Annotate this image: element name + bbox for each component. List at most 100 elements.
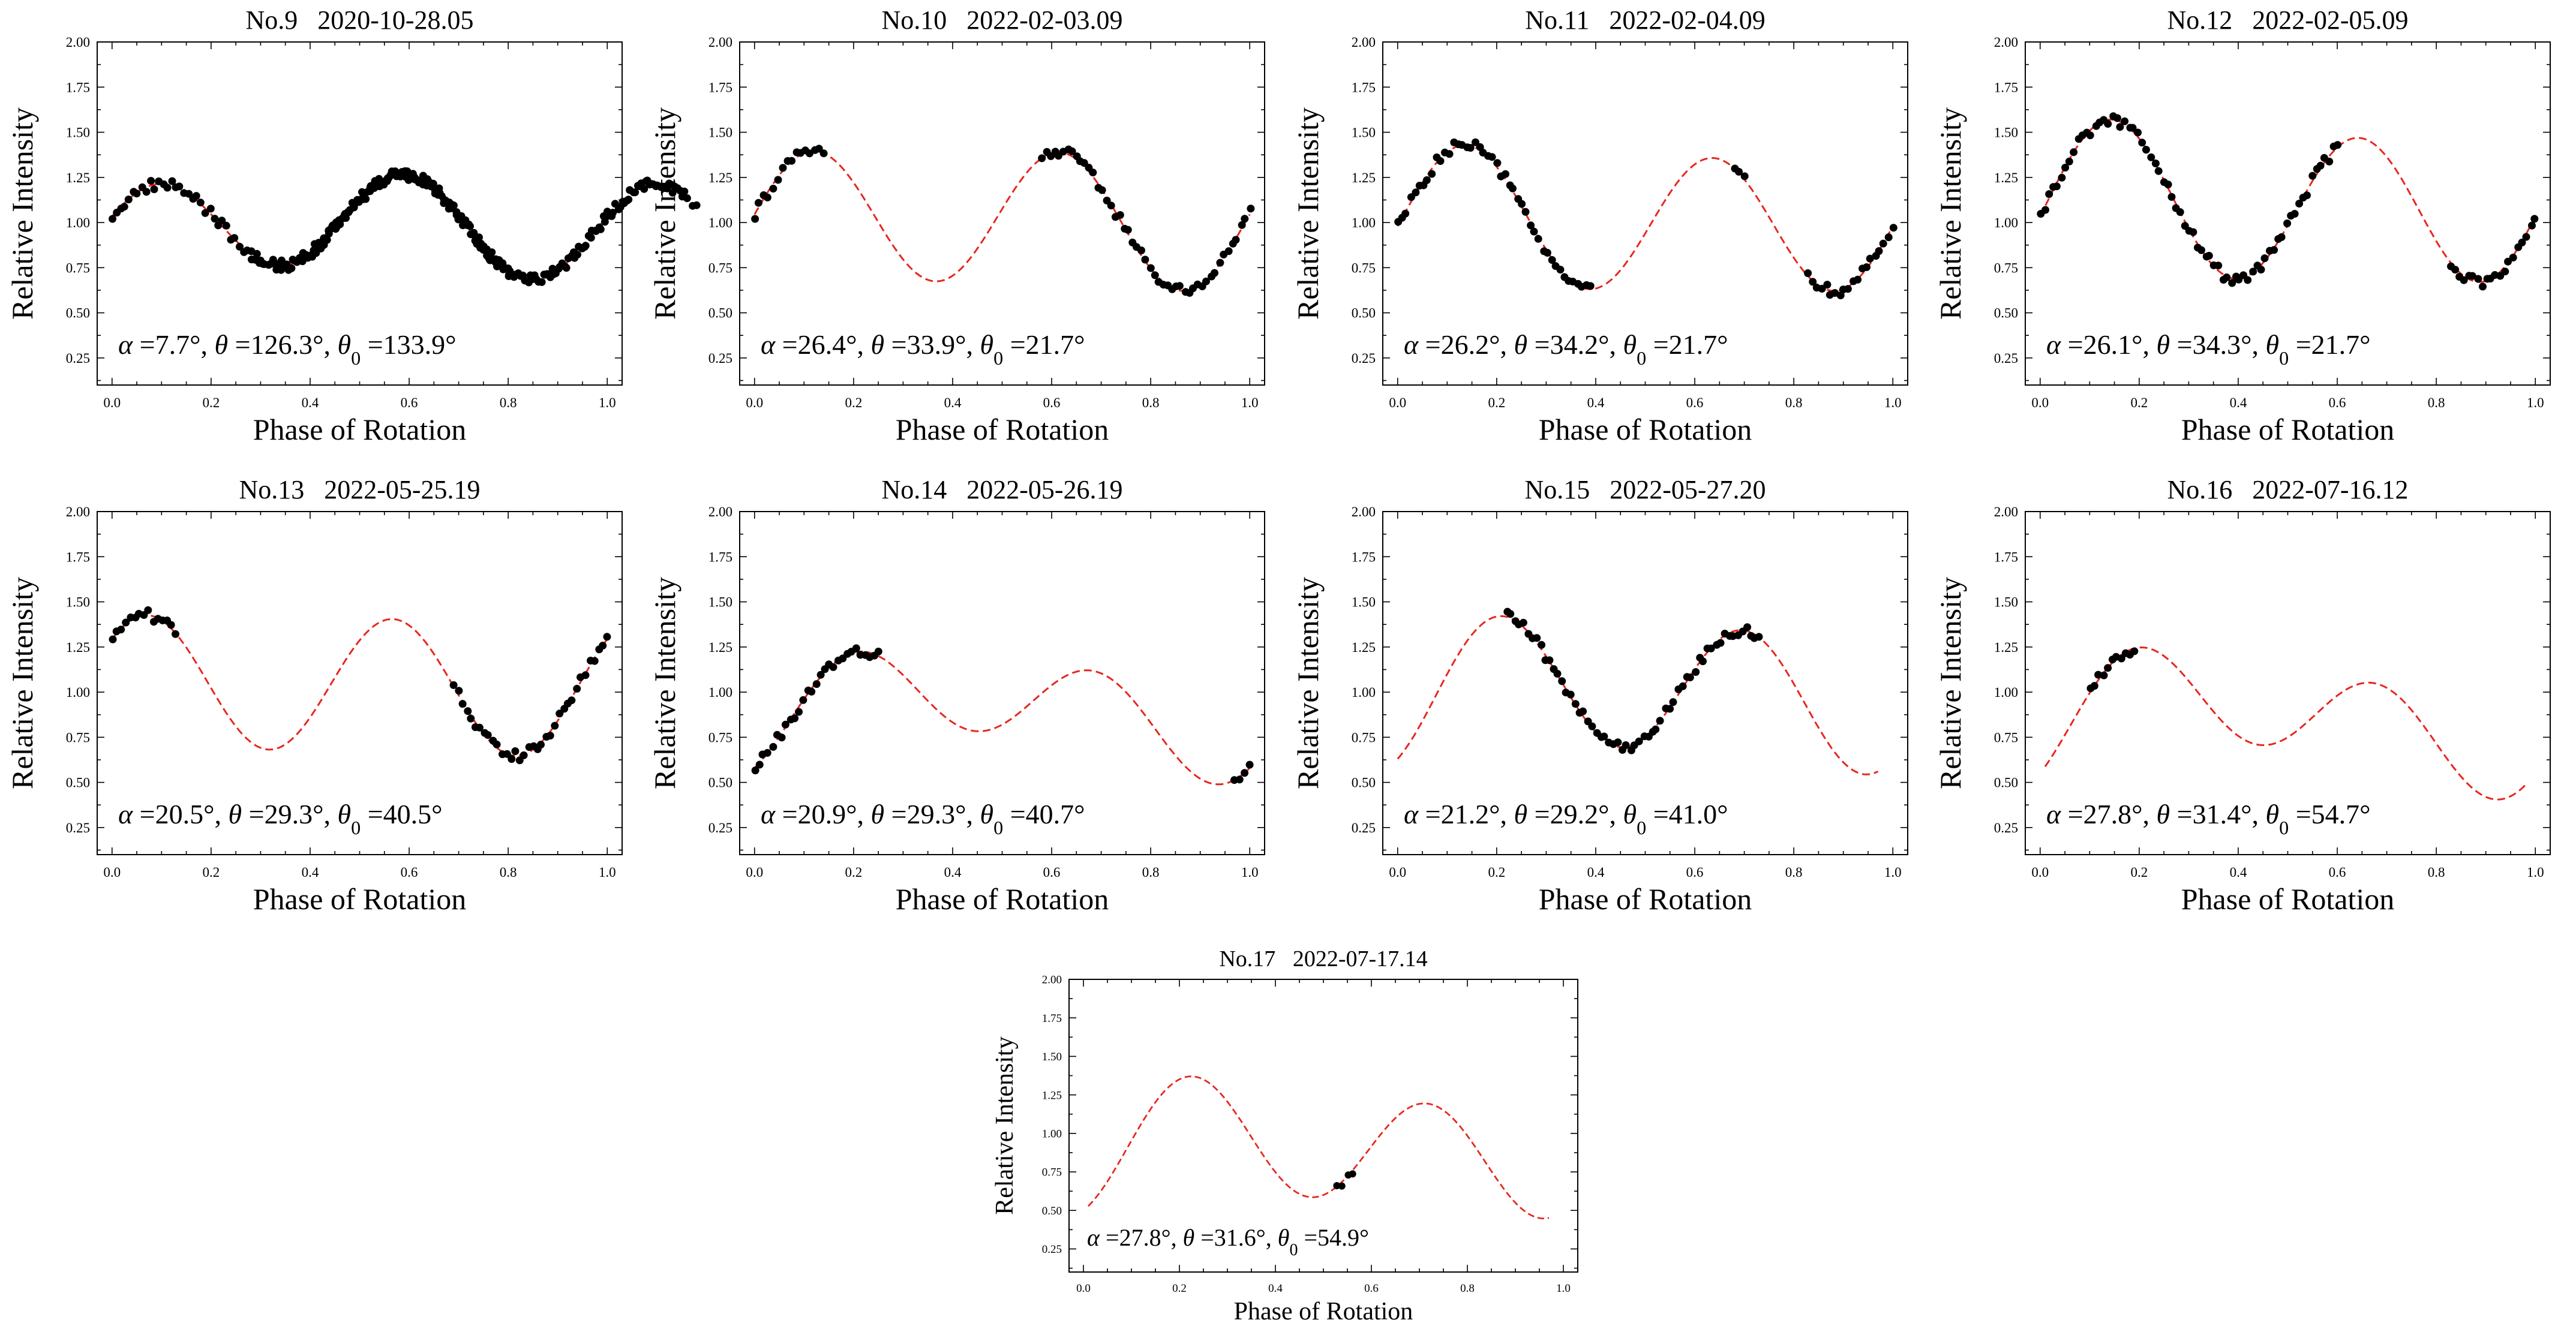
annotation-text: = [775,799,797,829]
observed-point [2176,208,2184,217]
observed-point [1506,610,1515,618]
x-tick-label: 0.2 [202,865,220,880]
alpha-value: 20.5° [155,799,215,829]
y-tick-label: 1.75 [1352,549,1376,564]
observed-point [2277,233,2286,241]
alpha-value: 27.8° [1119,1224,1171,1251]
y-tick-label: 0.25 [708,820,732,835]
y-tick-label: 2.00 [1042,974,1062,987]
y-tick-label: 0.75 [1994,260,2018,275]
y-tick-label: 0.25 [1994,351,2018,366]
panel-number: No.14 [881,475,947,504]
y-tick-label: 0.50 [1994,306,2018,321]
observed-point [218,217,226,225]
panel-date: 2022-07-16.12 [2252,475,2408,504]
observed-point [1241,769,1249,777]
annotation-text: 0 [1637,817,1646,838]
observed-point [2104,664,2112,672]
y-tick-label: 0.50 [708,306,732,321]
observed-point [2528,221,2536,230]
observed-point [2205,251,2213,260]
y-tick-label: 1.25 [708,170,732,185]
greek-symbol: α [761,329,776,360]
panel-number: No.15 [1524,475,1590,504]
observed-point [2086,131,2094,140]
observed-point [763,748,771,757]
observed-point [791,714,799,723]
x-tick-label: 0.0 [1389,395,1406,410]
observed-point [1679,682,1687,690]
observed-point [2249,267,2257,276]
observed-point [142,188,151,196]
observed-point [1232,236,1240,244]
y-tick-label: 0.75 [708,260,732,275]
observed-point [201,209,209,217]
observed-point [599,642,607,650]
observed-point [1614,738,1622,747]
observed-point [2308,172,2317,180]
observed-point [2290,210,2299,218]
observed-point [1509,184,1517,193]
x-tick-label: 0.2 [1488,865,1505,880]
observed-point [1879,239,1887,248]
x-axis-label: Phase of Rotation [896,882,1109,916]
annotation-text: , [857,799,871,829]
x-axis-label: Phase of Rotation [1539,882,1752,916]
x-tick-label: 0.4 [944,865,962,880]
observed-point [2260,254,2269,263]
observed-point [537,741,545,749]
geometry-annotation: α =21.2°, θ =29.2°, θ0 =41.0° [1404,799,1728,838]
y-tick-label: 0.50 [708,775,732,790]
observed-point [530,271,539,279]
observed-point [1600,732,1608,741]
observed-point [1238,221,1246,229]
annotation-text: = [1003,799,1025,829]
observed-point [1502,170,1509,178]
y-axis-label: Relative Intensity [648,577,681,789]
greek-symbol: θ [871,329,885,360]
x-axis-label: Phase of Rotation [1234,1298,1413,1325]
observed-point [1137,246,1145,254]
theta-value: 34.2° [1550,329,1610,360]
y-axis-label: Relative Intensity [648,107,681,320]
observed-point [2197,246,2205,254]
observed-point [124,196,133,204]
y-tick-label: 1.25 [66,640,90,655]
observed-point [109,215,116,223]
x-tick-label: 0.0 [103,865,121,880]
observed-point [2316,161,2325,170]
x-tick-label: 0.2 [2130,865,2148,880]
annotation-text: 0 [351,817,361,838]
annotation-text: = [361,329,383,360]
observed-point [2138,139,2146,147]
geometry-annotation: α =26.2°, θ =34.2°, θ0 =21.7° [1404,329,1728,369]
annotation-text: = [242,799,264,829]
model-curve [2039,118,2536,283]
observed-point [454,215,463,224]
observed-point [2058,173,2066,182]
panel-date: 2022-05-27.20 [1610,475,1766,504]
greek-symbol: α [1404,329,1419,360]
panel-date: 2022-02-03.09 [966,5,1122,35]
observed-point [1472,138,1479,146]
observed-point [1558,677,1566,685]
observed-point [1635,737,1643,745]
annotation-text: , [1500,799,1514,829]
y-tick-label: 0.75 [1042,1166,1062,1179]
panel-date: 2020-10-28.05 [317,5,473,35]
observed-point [358,188,366,196]
x-tick-label: 0.4 [1268,1282,1283,1295]
y-tick-label: 2.00 [708,35,732,50]
y-tick-label: 0.25 [66,351,90,366]
panel-date: 2022-02-05.09 [2252,5,2408,35]
observed-point [815,145,823,153]
observed-point [1445,150,1454,158]
x-tick-label: 0.2 [845,395,862,410]
annotation-text: = [2289,799,2311,829]
observed-point [230,234,239,242]
y-tick-label: 2.00 [1352,504,1376,519]
x-tick-label: 1.0 [1884,395,1902,410]
observed-point [1566,690,1575,699]
observed-point [353,196,362,204]
panel-date: 2022-07-17.14 [1293,946,1428,972]
